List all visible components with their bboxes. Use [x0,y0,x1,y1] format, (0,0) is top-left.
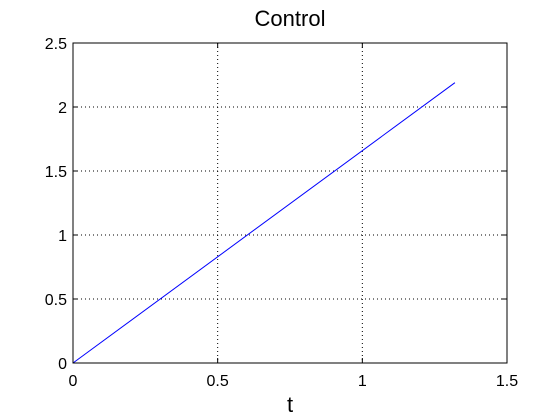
y-tick-label: 0.5 [45,292,67,309]
y-tick-label: 1 [58,228,67,245]
y-tick-label: 1.5 [45,164,67,181]
series-line [72,82,456,364]
x-axis-label: t [287,392,293,417]
x-tick-label: 0 [69,373,78,390]
x-tick-labels: 0 0.5 1 1.5 [69,373,519,390]
axis-ticks [72,42,508,364]
grid-lines [73,43,507,363]
chart-title: Control [255,6,326,31]
y-tick-labels: 0 0.5 1 1.5 2 2.5 [45,36,67,373]
y-tick-label: 2 [58,100,67,117]
x-tick-label: 1 [358,373,367,390]
x-tick-label: 1.5 [496,373,518,390]
y-tick-label: 0 [58,356,67,373]
plot-area-frame [72,42,508,364]
y-tick-label: 2.5 [45,36,67,53]
plot-series [72,82,456,364]
x-tick-label: 0.5 [207,373,229,390]
